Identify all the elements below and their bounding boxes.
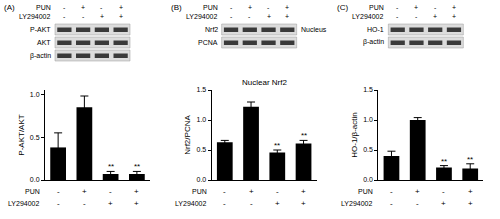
svg-text:+: + [285,4,289,11]
svg-text:+: + [415,187,420,196]
svg-text:PUN: PUN [358,188,373,195]
svg-text:-: - [63,4,66,11]
svg-text:-: - [390,187,393,196]
svg-text:-: - [109,187,112,196]
svg-text:0.5: 0.5 [363,146,373,153]
svg-text:HO-1: HO-1 [367,26,384,33]
svg-text:+: + [452,4,456,11]
svg-text:-: - [267,4,270,11]
svg-text:-: - [83,199,86,208]
svg-text:-: - [276,187,279,196]
svg-text:+: + [301,199,306,208]
svg-text:β-actin: β-actin [363,38,384,46]
svg-text:-: - [223,199,226,208]
svg-text:Nrf2/PCNA: Nrf2/PCNA [183,115,192,155]
svg-text:**: ** [441,157,447,166]
svg-text:(C): (C) [337,3,348,12]
svg-text:+: + [267,13,271,20]
svg-text:-: - [396,4,399,11]
svg-text:0.0: 0.0 [197,176,207,183]
svg-text:(B): (B) [171,3,182,12]
svg-text:-: - [57,199,60,208]
svg-text:LY294002: LY294002 [19,13,51,20]
svg-text:AKT: AKT [37,39,51,46]
svg-text:LY294002: LY294002 [341,200,373,207]
svg-text:+: + [301,187,306,196]
svg-text:+: + [100,13,104,20]
svg-text:PUN: PUN [36,4,51,11]
svg-text:0.5: 0.5 [30,134,40,141]
svg-text:-: - [415,13,418,20]
svg-text:LY294002: LY294002 [175,200,207,207]
svg-text:LY294002: LY294002 [352,13,384,20]
svg-text:-: - [250,199,253,208]
svg-text:0.0: 0.0 [30,176,40,183]
svg-text:PUN: PUN [192,188,207,195]
svg-text:-: - [230,4,233,11]
svg-text:1.5: 1.5 [197,86,207,93]
svg-text:+: + [248,4,252,11]
svg-text:+: + [275,199,280,208]
svg-text:**: ** [134,162,140,171]
svg-text:+: + [285,13,289,20]
svg-text:-: - [390,199,393,208]
svg-text:+: + [414,4,418,11]
svg-text:+: + [441,199,446,208]
svg-text:1.0: 1.0 [30,91,40,98]
svg-text:Nrf2: Nrf2 [205,26,218,33]
svg-text:Nucleus: Nucleus [301,26,327,33]
svg-text:0.5: 0.5 [197,146,207,153]
svg-text:+: + [134,187,139,196]
svg-text:-: - [416,199,419,208]
svg-text:+: + [249,187,254,196]
svg-text:-: - [442,187,445,196]
svg-text:PUN: PUN [203,4,218,11]
svg-text:-: - [57,187,60,196]
svg-text:+: + [119,13,123,20]
svg-text:-: - [223,187,226,196]
svg-text:HO-1/β-actin: HO-1/β-actin [350,112,359,158]
svg-text:0.0: 0.0 [363,176,373,183]
svg-text:+: + [81,4,85,11]
svg-text:PCNA: PCNA [198,39,218,46]
svg-text:PUN: PUN [25,188,40,195]
svg-text:+: + [119,4,123,11]
svg-text:+: + [433,13,437,20]
svg-text:-: - [230,13,233,20]
svg-text:-: - [82,13,85,20]
svg-text:LY294002: LY294002 [8,200,40,207]
svg-text:PUN: PUN [369,4,384,11]
svg-text:-: - [100,4,103,11]
svg-text:P-AKT: P-AKT [30,26,51,33]
svg-text:Nuclear Nrf2: Nuclear Nrf2 [242,78,287,87]
svg-text:(A): (A) [4,3,15,12]
svg-text:1.0: 1.0 [363,116,373,123]
svg-text:1.5: 1.5 [363,86,373,93]
svg-text:-: - [63,13,66,20]
svg-text:LY294002: LY294002 [186,13,218,20]
svg-text:-: - [434,4,437,11]
svg-text:-: - [248,13,251,20]
svg-text:+: + [452,13,456,20]
svg-text:+: + [82,187,87,196]
svg-text:**: ** [108,162,114,171]
svg-text:+: + [108,199,113,208]
svg-text:**: ** [467,155,473,164]
svg-text:**: ** [274,141,280,150]
svg-text:P-AKT/AKT: P-AKT/AKT [17,114,26,155]
svg-text:-: - [396,13,399,20]
svg-text:+: + [468,187,473,196]
svg-text:1.0: 1.0 [197,116,207,123]
svg-text:β-actin: β-actin [30,52,51,60]
svg-text:**: ** [301,131,307,140]
svg-text:+: + [468,199,473,208]
svg-text:+: + [134,199,139,208]
